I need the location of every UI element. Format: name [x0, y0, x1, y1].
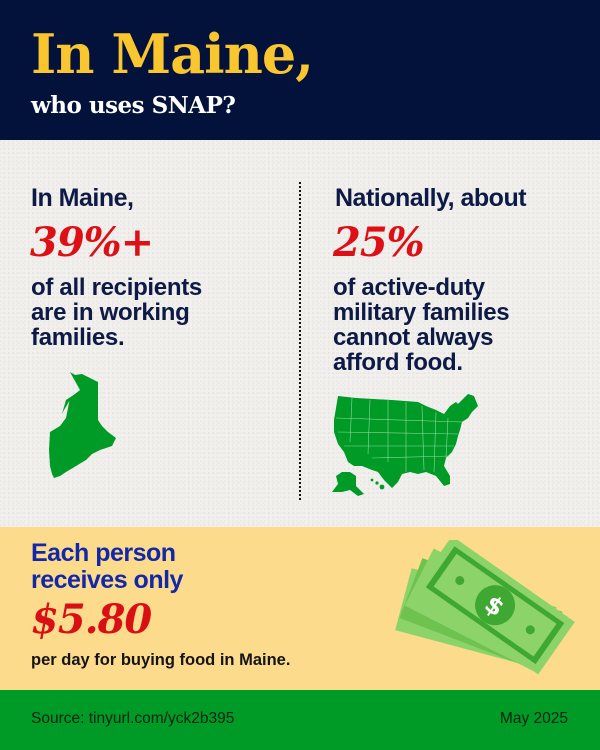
right-description-line: afford food.: [333, 349, 463, 376]
band-lead-line: receives only: [31, 566, 183, 594]
left-description-line: of all recipients: [31, 274, 202, 301]
band-lead-line: Each person: [31, 539, 176, 567]
right-lead: Nationally, about: [335, 184, 527, 212]
right-description-line: military families: [333, 299, 510, 326]
left-lead: In Maine,: [31, 184, 134, 212]
maine-map-icon: [49, 372, 116, 478]
header-banner: [0, 0, 600, 140]
band-description: per day for buying food in Maine.: [31, 651, 291, 669]
right-description-line: of active-duty: [333, 274, 485, 301]
band-stat: $5.80: [31, 596, 152, 643]
right-description-line: cannot always: [333, 324, 494, 351]
us-map-icon: [332, 394, 478, 496]
source-citation: Source: tinyurl.com/yck2b395: [31, 710, 235, 727]
left-description-line: are in working: [31, 299, 190, 326]
money-bills-icon: $: [395, 540, 575, 675]
page-title: In Maine,: [31, 22, 314, 86]
left-stat: 39%+: [30, 219, 154, 266]
left-description-line: families.: [31, 324, 125, 351]
right-stat: 25%: [333, 219, 425, 266]
footer: [0, 690, 600, 750]
band-lead: Each person receives only: [31, 540, 183, 594]
publication-date: May 2025: [499, 710, 568, 727]
dotted-divider: [299, 182, 301, 502]
page-subtitle: who uses SNAP?: [31, 92, 236, 119]
